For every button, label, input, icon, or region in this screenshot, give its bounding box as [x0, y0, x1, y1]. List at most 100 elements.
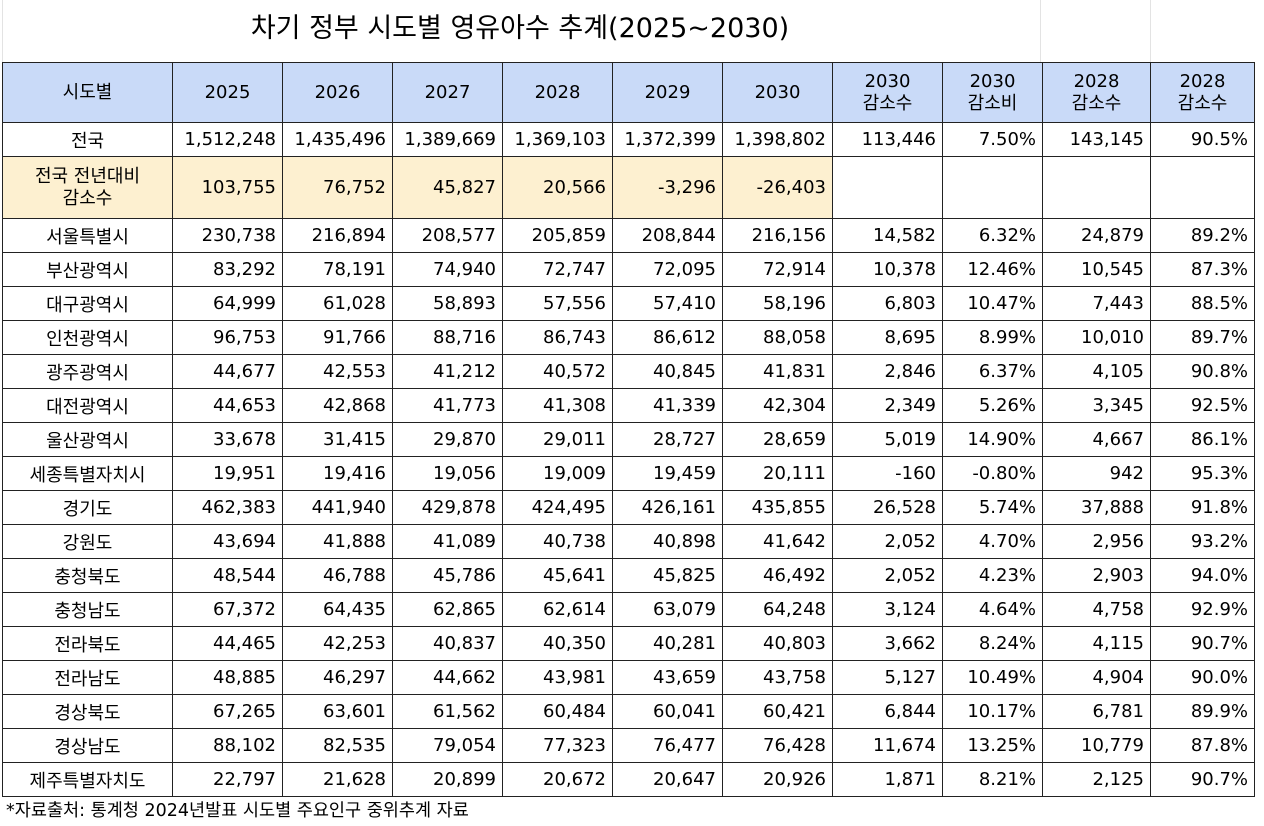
column-header[interactable]: 2028 감소수	[1042, 62, 1151, 123]
value-cell[interactable]: 42,553	[282, 354, 393, 389]
value-cell[interactable]: 29,011	[502, 422, 613, 457]
region-cell[interactable]: 서울특별시	[2, 218, 173, 253]
value-cell[interactable]: 462,383	[172, 490, 283, 525]
value-cell[interactable]	[942, 156, 1043, 219]
value-cell[interactable]: 43,659	[612, 660, 723, 695]
value-cell[interactable]: 7.50%	[942, 122, 1043, 157]
value-cell[interactable]: 67,372	[172, 592, 283, 627]
value-cell[interactable]: 46,297	[282, 660, 393, 695]
value-cell[interactable]: 90.7%	[1150, 626, 1255, 661]
value-cell[interactable]: 72,095	[612, 252, 723, 287]
value-cell[interactable]: 4,758	[1042, 592, 1151, 627]
value-cell[interactable]: 10,779	[1042, 728, 1151, 763]
value-cell[interactable]: 42,253	[282, 626, 393, 661]
value-cell[interactable]: 6,844	[832, 694, 943, 729]
value-cell[interactable]: 87.3%	[1150, 252, 1255, 287]
value-cell[interactable]: 31,415	[282, 422, 393, 457]
value-cell[interactable]: 2,052	[832, 558, 943, 593]
value-cell[interactable]: -26,403	[722, 156, 833, 219]
value-cell[interactable]: 40,572	[502, 354, 613, 389]
value-cell[interactable]: 86.1%	[1150, 422, 1255, 457]
value-cell[interactable]: 2,125	[1042, 762, 1151, 797]
region-cell[interactable]: 경상남도	[2, 728, 173, 763]
value-cell[interactable]: 24,879	[1042, 218, 1151, 253]
value-cell[interactable]: 93.2%	[1150, 524, 1255, 559]
value-cell[interactable]: 88,102	[172, 728, 283, 763]
value-cell[interactable]: -3,296	[612, 156, 723, 219]
region-cell[interactable]: 대전광역시	[2, 388, 173, 423]
value-cell[interactable]: 19,416	[282, 456, 393, 491]
value-cell[interactable]: 143,145	[1042, 122, 1151, 157]
value-cell[interactable]: 8,695	[832, 320, 943, 355]
value-cell[interactable]: 64,999	[172, 286, 283, 321]
value-cell[interactable]: 10,378	[832, 252, 943, 287]
value-cell[interactable]: 3,662	[832, 626, 943, 661]
value-cell[interactable]: 216,156	[722, 218, 833, 253]
value-cell[interactable]: 45,825	[612, 558, 723, 593]
value-cell[interactable]: 208,577	[392, 218, 503, 253]
column-header[interactable]: 2025	[172, 62, 283, 123]
value-cell[interactable]: 113,446	[832, 122, 943, 157]
value-cell[interactable]: 1,389,669	[392, 122, 503, 157]
region-cell[interactable]: 전라북도	[2, 626, 173, 661]
value-cell[interactable]: 57,410	[612, 286, 723, 321]
region-cell[interactable]: 전국	[2, 122, 173, 157]
value-cell[interactable]: 19,009	[502, 456, 613, 491]
value-cell[interactable]: 10,545	[1042, 252, 1151, 287]
value-cell[interactable]: 61,028	[282, 286, 393, 321]
column-header[interactable]: 2028	[502, 62, 613, 123]
value-cell[interactable]: 41,773	[392, 388, 503, 423]
region-cell[interactable]: 경기도	[2, 490, 173, 525]
region-cell[interactable]: 대구광역시	[2, 286, 173, 321]
value-cell[interactable]: 89.7%	[1150, 320, 1255, 355]
value-cell[interactable]: 1,372,399	[612, 122, 723, 157]
value-cell[interactable]: 91.8%	[1150, 490, 1255, 525]
value-cell[interactable]: 424,495	[502, 490, 613, 525]
value-cell[interactable]: 3,345	[1042, 388, 1151, 423]
value-cell[interactable]: 5,019	[832, 422, 943, 457]
value-cell[interactable]: 89.2%	[1150, 218, 1255, 253]
value-cell[interactable]: 5,127	[832, 660, 943, 695]
value-cell[interactable]: 89.9%	[1150, 694, 1255, 729]
value-cell[interactable]: 942	[1042, 456, 1151, 491]
region-cell[interactable]: 광주광역시	[2, 354, 173, 389]
value-cell[interactable]: 60,484	[502, 694, 613, 729]
value-cell[interactable]: 208,844	[612, 218, 723, 253]
value-cell[interactable]: 10.49%	[942, 660, 1043, 695]
value-cell[interactable]: 20,672	[502, 762, 613, 797]
value-cell[interactable]: 4,115	[1042, 626, 1151, 661]
value-cell[interactable]: 6.37%	[942, 354, 1043, 389]
value-cell[interactable]: 42,304	[722, 388, 833, 423]
value-cell[interactable]: 14,582	[832, 218, 943, 253]
value-cell[interactable]: 63,601	[282, 694, 393, 729]
value-cell[interactable]: 6,803	[832, 286, 943, 321]
value-cell[interactable]: 86,743	[502, 320, 613, 355]
value-cell[interactable]: 57,556	[502, 286, 613, 321]
column-header[interactable]: 2030	[722, 62, 833, 123]
value-cell[interactable]: 8.21%	[942, 762, 1043, 797]
value-cell[interactable]: 40,803	[722, 626, 833, 661]
value-cell[interactable]: 10.47%	[942, 286, 1043, 321]
value-cell[interactable]: 72,914	[722, 252, 833, 287]
region-cell[interactable]: 울산광역시	[2, 422, 173, 457]
value-cell[interactable]: 20,899	[392, 762, 503, 797]
value-cell[interactable]: 61,562	[392, 694, 503, 729]
value-cell[interactable]: 40,837	[392, 626, 503, 661]
value-cell[interactable]: 37,888	[1042, 490, 1151, 525]
value-cell[interactable]: 12.46%	[942, 252, 1043, 287]
value-cell[interactable]: 76,752	[282, 156, 393, 219]
value-cell[interactable]: 8.24%	[942, 626, 1043, 661]
value-cell[interactable]: 46,788	[282, 558, 393, 593]
value-cell[interactable]: 1,398,802	[722, 122, 833, 157]
value-cell[interactable]: 41,212	[392, 354, 503, 389]
value-cell[interactable]: 87.8%	[1150, 728, 1255, 763]
region-cell[interactable]: 충청북도	[2, 558, 173, 593]
value-cell[interactable]: 86,612	[612, 320, 723, 355]
value-cell[interactable]: 44,662	[392, 660, 503, 695]
value-cell[interactable]: 10,010	[1042, 320, 1151, 355]
value-cell[interactable]: 429,878	[392, 490, 503, 525]
value-cell[interactable]: 62,614	[502, 592, 613, 627]
value-cell[interactable]: 26,528	[832, 490, 943, 525]
region-cell[interactable]: 인천광역시	[2, 320, 173, 355]
value-cell[interactable]: -0.80%	[942, 456, 1043, 491]
